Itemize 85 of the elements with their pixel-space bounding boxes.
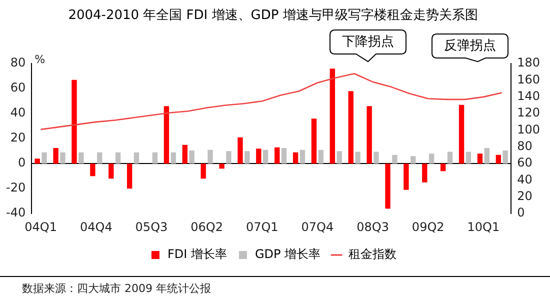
y2-tick-label: 60: [517, 156, 532, 170]
bar: [366, 106, 372, 164]
x-tick-label: 06Q2: [190, 220, 223, 234]
bar: [200, 164, 206, 179]
bar: [238, 137, 243, 164]
bar: [422, 164, 428, 182]
bar: [53, 148, 58, 164]
x-tick-label: 08Q3: [356, 220, 389, 234]
bar: [300, 150, 306, 164]
y-tick-label: 20: [10, 130, 26, 145]
bar: [34, 158, 40, 164]
chart-title: 2004-2010 年全国 FDI 增速、GDP 增速与甲级写字楼租金走势关系图: [68, 7, 478, 24]
y-tick-label: -20: [6, 180, 26, 195]
y-tick-label: 60: [10, 80, 26, 95]
text: 下降拐点: [342, 34, 394, 50]
bar: [292, 152, 298, 164]
y-tick-label: 40: [10, 106, 26, 120]
legend-label: GDP 增长率: [254, 247, 321, 262]
bar: [97, 152, 102, 164]
bar: [134, 152, 140, 164]
legend-label: FDI 增长率: [167, 247, 227, 262]
bar: [244, 151, 250, 164]
bar: [182, 144, 188, 164]
legend-label: 租金指数: [348, 247, 397, 262]
bar: [336, 151, 342, 164]
bar: [164, 106, 170, 164]
bar: [152, 152, 158, 164]
bar: [496, 154, 502, 164]
bar: [484, 148, 490, 164]
bar: [458, 104, 464, 164]
bar: [115, 152, 121, 164]
bar: [330, 68, 336, 164]
x-tick-label: 05Q3: [135, 220, 168, 234]
x-tick-label: 04Q1: [24, 220, 57, 234]
bar: [126, 164, 132, 189]
bar: [404, 164, 409, 190]
bar: [477, 154, 483, 164]
bar: [281, 148, 287, 164]
bar: [189, 150, 194, 164]
bar: [374, 152, 379, 164]
bar: [502, 150, 508, 164]
bar: [72, 80, 77, 164]
x-tick-label: 07Q1: [246, 220, 278, 234]
y2-tick-label: 80: [517, 139, 532, 154]
text: 反弹拐点: [444, 38, 496, 54]
bar: [108, 164, 114, 179]
bar: [355, 152, 360, 164]
bar: [219, 164, 224, 169]
bar: [274, 147, 280, 164]
bar: [410, 156, 416, 164]
bar: [447, 152, 453, 164]
y2-tick-label: 40: [517, 172, 532, 186]
y-tick-label: -40: [6, 206, 26, 220]
bar: [262, 150, 268, 164]
y2-tick-label: 20: [517, 189, 532, 204]
bar: [90, 164, 96, 176]
bar: [318, 150, 324, 164]
bar: [440, 164, 446, 172]
y2-tick-label: 180: [517, 56, 540, 70]
x-tick-label: 04Q4: [80, 220, 112, 234]
x-tick-label: 09Q2: [412, 220, 444, 234]
bar: [466, 152, 472, 164]
y-tick-label: 80: [10, 56, 26, 70]
bar: [428, 154, 434, 164]
y2-tick-label: 100: [517, 122, 540, 136]
bar: [78, 152, 84, 164]
y2-tick-label: 160: [517, 72, 540, 86]
y-tick-label: 0: [18, 156, 26, 170]
x-tick-label: 10Q1: [467, 220, 500, 234]
bar: [256, 148, 262, 164]
bar: [392, 154, 398, 164]
bar: [348, 91, 354, 164]
y-axis-title: %: [34, 52, 46, 66]
x-tick-label: 07Q4: [301, 220, 334, 234]
bar: [385, 164, 390, 209]
bar: [42, 152, 47, 164]
source-note: 数据来源：四大城市 2009 年统计公报: [22, 282, 211, 295]
bar: [226, 151, 232, 164]
bar: [170, 152, 176, 164]
bar: [60, 152, 66, 164]
bar: [311, 118, 317, 164]
y2-tick-label: 120: [517, 106, 540, 120]
y2-tick-label: 0: [517, 206, 525, 220]
bar: [208, 150, 213, 164]
y2-tick-label: 140: [517, 89, 540, 104]
